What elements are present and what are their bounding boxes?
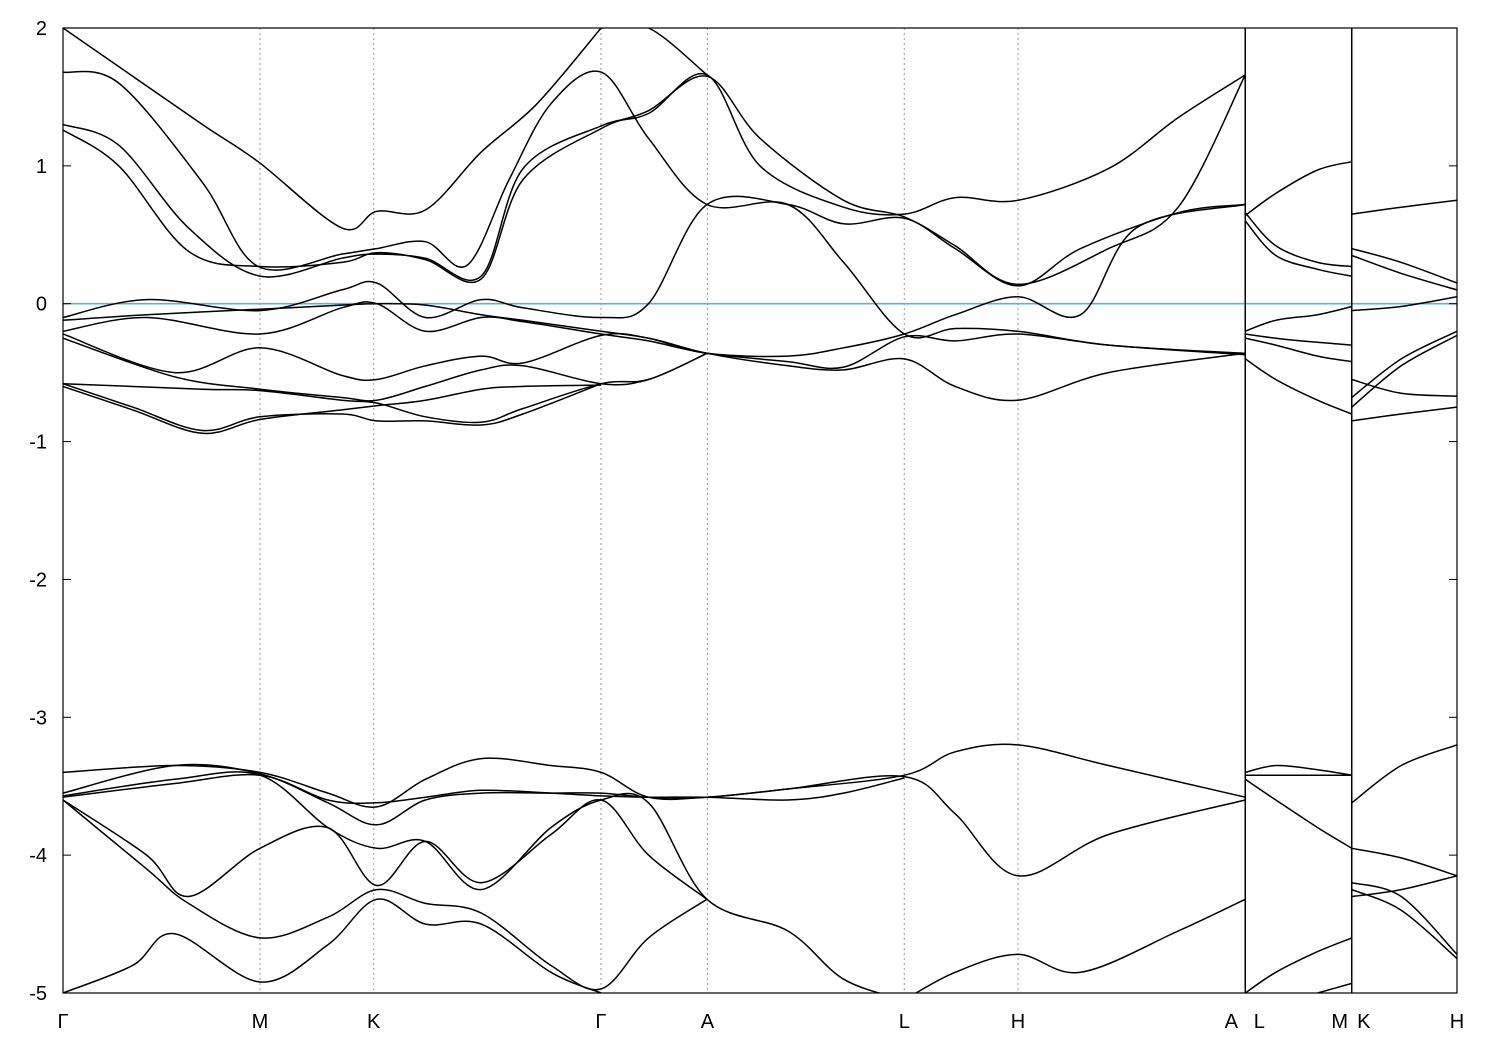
band-32-segment-1 <box>1351 888 1457 960</box>
band-23-segment-0 <box>63 771 882 993</box>
x-k-label-0: Γ <box>57 1011 68 1033</box>
band-22-segment-0 <box>63 773 905 805</box>
y-tick-label-4: -2 <box>29 569 47 591</box>
band-16-segment-1 <box>1351 330 1457 399</box>
band-lines <box>63 28 1457 993</box>
band-6-segment-0 <box>63 301 1246 370</box>
band-1-segment-0 <box>63 70 1246 355</box>
x-k-label-10: K <box>1357 1011 1371 1033</box>
band-30-segment-0 <box>1244 778 1353 849</box>
path-break-lines <box>1244 28 1353 993</box>
x-k-label-6: H <box>1011 1011 1025 1033</box>
band-11-segment-0 <box>63 384 602 435</box>
x-k-label-7: A <box>1225 1011 1239 1033</box>
band-32-segment-0 <box>1317 982 1353 993</box>
band-14-segment-1 <box>1351 254 1457 291</box>
y-tick-label-0: 2 <box>36 18 47 40</box>
band-12-segment-0 <box>1244 160 1352 217</box>
band-31-segment-0 <box>1244 937 1353 993</box>
y-tick-label-2: 0 <box>36 294 47 316</box>
band-24-segment-0 <box>63 799 708 900</box>
x-k-label-2: K <box>367 1011 381 1033</box>
band-13-segment-1 <box>1351 247 1457 284</box>
x-k-label-1: M <box>252 1011 269 1033</box>
x-k-label-5: L <box>899 1011 910 1033</box>
band-10-segment-0 <box>63 382 602 432</box>
band-15-segment-0 <box>1245 305 1352 333</box>
band-7-segment-0 <box>63 332 1246 402</box>
y-axis-ticks: 2 1 0 -1 -2 -3 -4 -5 <box>29 18 1457 1005</box>
y-tick-label-3: -1 <box>29 432 47 454</box>
y-tick-label-5: -3 <box>29 707 47 729</box>
band-30-segment-1 <box>1351 881 1457 955</box>
band-9-segment-0 <box>63 352 708 424</box>
band-18-segment-1 <box>1351 378 1457 397</box>
band-29-segment-1 <box>1351 847 1457 877</box>
x-k-label-11: H <box>1450 1011 1464 1033</box>
band-18-segment-0 <box>1244 358 1353 415</box>
band-16-segment-0 <box>1245 333 1352 346</box>
band-3-segment-0 <box>63 74 1246 286</box>
band-15-segment-1 <box>1351 296 1457 312</box>
band-13-segment-0 <box>1244 212 1352 268</box>
band-17-segment-1 <box>1351 334 1457 408</box>
band-12-segment-1 <box>1351 199 1457 215</box>
band-17-segment-0 <box>1245 337 1352 363</box>
x-k-label-9: M <box>1331 1011 1348 1033</box>
band-8-segment-0 <box>63 337 708 402</box>
band-0-segment-1 <box>601 28 708 76</box>
band-28-segment-1 <box>1351 744 1457 804</box>
k-point-gridlines <box>259 28 1353 993</box>
band-19-segment-0 <box>1351 406 1457 422</box>
y-tick-label-6: -4 <box>29 845 47 867</box>
band-27-segment-0 <box>914 898 1246 993</box>
plot-frame <box>62 27 1458 994</box>
band-4-segment-0 <box>63 195 1246 319</box>
band-31-segment-1 <box>1351 875 1457 898</box>
band-26-segment-0 <box>63 898 602 993</box>
band-14-segment-0 <box>1244 220 1352 277</box>
band-25-segment-0 <box>63 799 708 991</box>
band-28-segment-0 <box>1245 764 1352 776</box>
band-20-segment-0 <box>63 743 1246 808</box>
x-k-label-4: A <box>701 1011 715 1033</box>
x-k-label-3: Γ <box>595 1011 606 1033</box>
x-k-label-8: L <box>1254 1011 1265 1033</box>
y-tick-label-1: 1 <box>36 156 47 178</box>
y-tick-label-7: -5 <box>29 983 47 1005</box>
band-0-segment-0 <box>63 28 602 231</box>
